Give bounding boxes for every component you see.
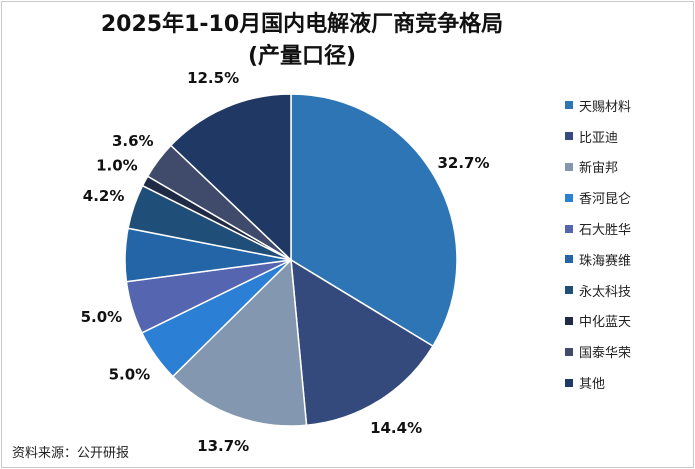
legend-swatch: [565, 347, 573, 356]
data-label-1: 32.7%: [437, 154, 489, 172]
data-label-5: 5.0%: [81, 308, 123, 326]
pie-slice-2: [290, 258, 434, 427]
legend-item: 永太科技: [565, 275, 631, 306]
legend-item: 中化蓝天: [565, 306, 631, 337]
legend-item: 国泰华荣: [565, 336, 631, 367]
legend-swatch: [565, 255, 573, 264]
legend-swatch: [565, 162, 573, 171]
legend-swatch: [565, 286, 573, 295]
legend-item: 其他: [565, 367, 631, 398]
data-label-10: 12.5%: [187, 69, 239, 87]
legend-label: 新宙邦: [579, 161, 619, 177]
legend-label: 中化蓝天: [579, 315, 632, 331]
legend-swatch: [565, 193, 573, 202]
legend-label: 天赐材料: [579, 99, 632, 115]
legend-item: 珠海赛维: [565, 244, 631, 275]
legend-item: 石大胜华: [565, 213, 631, 244]
legend-label: 石大胜华: [579, 223, 632, 239]
legend-label: 其他: [579, 377, 606, 393]
legend-item: 香河昆仑: [565, 182, 631, 213]
data-label-8: 1.0%: [96, 157, 138, 175]
data-label-7: 4.2%: [83, 187, 125, 205]
chart-legend: 天赐材料比亚迪新宙邦香河昆仑石大胜华珠海赛维永太科技中化蓝天国泰华荣其他: [565, 90, 631, 398]
legend-label: 比亚迪: [579, 130, 619, 146]
chart-subtitle: (产量口径): [247, 44, 357, 69]
legend-label: 香河昆仑: [579, 192, 632, 208]
source-note: 资料来源：公开研报: [12, 446, 130, 461]
legend-label: 永太科技: [579, 284, 632, 300]
legend-item: 天赐材料: [565, 90, 631, 121]
legend-item: 比亚迪: [565, 121, 631, 152]
data-label-9: 3.6%: [112, 132, 154, 150]
legend-swatch: [565, 316, 573, 325]
pie-slice-3: [171, 258, 308, 427]
legend-swatch: [565, 224, 573, 233]
data-label-2: 14.4%: [370, 419, 422, 437]
legend-item: 新宙邦: [565, 152, 631, 183]
data-label-4: 5.0%: [109, 366, 151, 384]
pie-slice-10: [169, 93, 292, 262]
chart-title: 2025年1-10月国内电解液厂商竞争格局: [100, 12, 504, 37]
data-label-3: 13.7%: [197, 437, 249, 455]
legend-label: 珠海赛维: [579, 253, 632, 269]
legend-swatch: [565, 101, 573, 110]
legend-swatch: [565, 378, 573, 387]
legend-label: 国泰华荣: [579, 346, 632, 362]
pie-slice-1: [290, 93, 458, 348]
legend-swatch: [565, 132, 573, 141]
